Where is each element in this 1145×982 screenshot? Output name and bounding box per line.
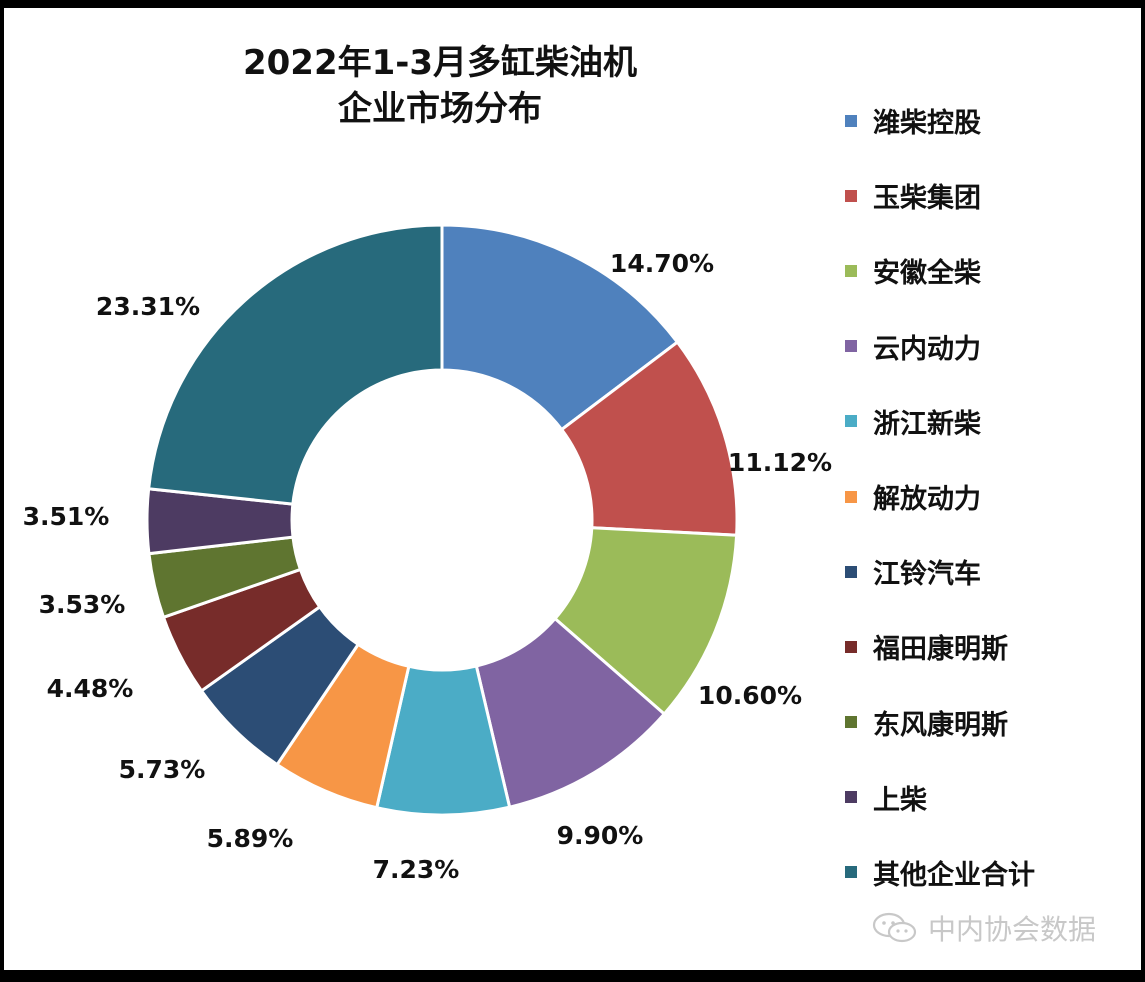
- legend-label: 潍柴控股: [873, 108, 981, 140]
- legend-label: 上柴: [873, 784, 927, 816]
- donut-slices: [145, 223, 739, 817]
- data-label-6: 5.89%: [207, 824, 294, 853]
- legend-swatch: [845, 640, 857, 653]
- donut-slice-11: [147, 223, 444, 506]
- legend-swatch: [845, 716, 857, 729]
- legend-item-11: 其他企业合计: [845, 835, 1105, 910]
- legend-swatch: [845, 866, 857, 879]
- data-label-1: 14.70%: [610, 249, 714, 278]
- legend-item-1: 潍柴控股: [845, 83, 1105, 158]
- legend-item-2: 玉柴集团: [845, 158, 1105, 233]
- legend-item-4: 云内动力: [845, 309, 1105, 384]
- legend-label: 福田康明斯: [873, 634, 1008, 666]
- legend-label: 解放动力: [873, 484, 981, 516]
- legend-item-10: 上柴: [845, 760, 1105, 835]
- data-label-7: 5.73%: [119, 755, 206, 784]
- legend-swatch: [845, 340, 857, 353]
- legend-label: 江铃汽车: [873, 559, 981, 591]
- legend-swatch: [845, 114, 857, 127]
- chart-title-line-1: 2022年1-3月多缸柴油机: [242, 43, 638, 83]
- legend-item-5: 浙江新柴: [845, 384, 1105, 459]
- watermark: 中内协会数据: [872, 908, 1096, 948]
- legend-swatch: [845, 264, 857, 277]
- data-label-5: 7.23%: [373, 855, 460, 884]
- data-label-3: 10.60%: [698, 681, 802, 710]
- chart-legend: 潍柴控股玉柴集团安徽全柴云内动力浙江新柴解放动力江铃汽车福田康明斯东风康明斯上柴…: [845, 83, 1105, 910]
- legend-label: 玉柴集团: [873, 183, 981, 215]
- legend-label: 其他企业合计: [873, 859, 1035, 891]
- data-label-8: 4.48%: [47, 674, 134, 703]
- data-label-10: 3.51%: [23, 502, 110, 531]
- legend-label: 东风康明斯: [873, 709, 1008, 741]
- data-label-11: 23.31%: [96, 292, 200, 321]
- chart-title-line-2: 企业市场分布: [338, 89, 542, 129]
- legend-swatch: [845, 490, 857, 503]
- data-label-2: 11.12%: [728, 448, 832, 477]
- donut-slice-1: [440, 223, 680, 432]
- legend-item-6: 解放动力: [845, 459, 1105, 534]
- legend-item-3: 安徽全柴: [845, 233, 1105, 308]
- data-labels: 14.70% 11.12% 10.60% 9.90% 7.23% 5.89% 5.73% 4.…: [23, 249, 832, 884]
- data-label-9: 3.53%: [39, 590, 126, 619]
- legend-label: 云内动力: [873, 333, 981, 365]
- watermark-text: 中内协会数据: [928, 913, 1097, 946]
- legend-item-9: 东风康明斯: [845, 685, 1105, 760]
- legend-label: 安徽全柴: [873, 258, 981, 290]
- legend-swatch: [845, 415, 857, 428]
- legend-swatch: [845, 565, 857, 578]
- legend-label: 浙江新柴: [873, 408, 981, 440]
- legend-swatch: [845, 791, 857, 804]
- legend-swatch: [845, 189, 857, 202]
- chart-title: 2022年1-3月多缸柴油机 企业市场分布: [230, 40, 650, 132]
- data-label-4: 9.90%: [557, 821, 644, 850]
- legend-item-7: 江铃汽车: [845, 534, 1105, 609]
- legend-item-8: 福田康明斯: [845, 609, 1105, 684]
- wechat-icon: [872, 912, 917, 943]
